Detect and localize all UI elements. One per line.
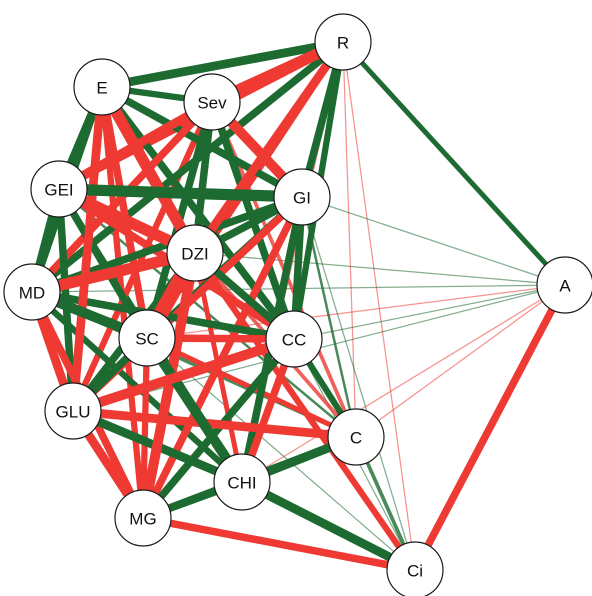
node-gi: GI: [273, 168, 331, 226]
node-label: DZI: [181, 245, 208, 264]
edge-r-a: [341, 40, 567, 287]
node-circle: [114, 489, 172, 547]
edge-gi-a: [301, 196, 566, 286]
node-circle: [44, 382, 102, 440]
edge-e-dzi: [97, 84, 200, 256]
node-label: GEI: [44, 181, 73, 200]
node-gei: GEI: [30, 160, 88, 218]
node-circle: [386, 541, 444, 596]
edge-r-ci: [342, 41, 416, 571]
edge-e-r: [101, 37, 344, 92]
node-circle: [3, 263, 61, 321]
edge-dzi-ci: [192, 251, 418, 572]
edge-gi-ci: [301, 196, 416, 571]
node-label: MD: [19, 284, 45, 303]
node-label: MG: [129, 510, 156, 529]
edge-c-a: [355, 284, 566, 438]
node-label: CHI: [227, 474, 256, 493]
node-circle: [166, 224, 224, 282]
edge-gei-gi: [58, 183, 303, 203]
node-circle: [183, 73, 241, 131]
node-mg: MG: [114, 489, 172, 547]
edge-e-glu: [68, 86, 107, 412]
edge-a-ci: [411, 283, 569, 572]
node-circle: [314, 13, 372, 71]
node-sev: Sev: [183, 73, 241, 131]
node-label: E: [96, 79, 107, 98]
node-dzi: DZI: [166, 224, 224, 282]
node-cc: CC: [265, 310, 323, 368]
node-glu: GLU: [44, 382, 102, 440]
edge-dzi-a: [194, 252, 566, 286]
edge-e-sc: [98, 86, 151, 339]
node-circle: [30, 160, 88, 218]
edge-sc-mg: [139, 337, 151, 519]
node-label: A: [559, 277, 571, 296]
node-r: R: [314, 13, 372, 71]
node-c: C: [327, 408, 385, 466]
node-label: SC: [135, 330, 159, 349]
edge-cc-glu: [71, 334, 296, 416]
node-e: E: [73, 58, 131, 116]
edge-r-c: [342, 41, 357, 438]
node-label: R: [337, 34, 349, 53]
node-label: CC: [282, 331, 307, 350]
node-circle: [273, 168, 331, 226]
node-ci: Ci: [386, 541, 444, 596]
node-label: GI: [293, 189, 311, 208]
nodes-layer: R E Sev GEI GI DZI MD A SC CC GLU C CHI MG Ci: [3, 13, 592, 596]
node-label: GLU: [56, 403, 91, 422]
edge-chi-ci: [240, 478, 417, 574]
node-circle: [213, 453, 271, 511]
node-circle: [118, 309, 176, 367]
edge-sc-a: [146, 284, 566, 339]
node-label: C: [350, 429, 362, 448]
edge-glu-c: [72, 406, 357, 442]
node-label: Ci: [407, 562, 423, 581]
node-md: MD: [3, 263, 61, 321]
edge-chi-a: [241, 284, 566, 483]
edge-r-dzi: [191, 39, 347, 256]
edges-layer: [27, 36, 569, 574]
edge-dzi-mg: [138, 252, 200, 519]
node-sc: SC: [118, 309, 176, 367]
edge-cc-a: [293, 284, 566, 340]
node-circle: [73, 58, 131, 116]
node-circle: [327, 408, 385, 466]
node-chi: CHI: [213, 453, 271, 511]
node-circle: [536, 256, 592, 314]
edge-sc-chi: [142, 335, 247, 485]
node-label: Sev: [197, 94, 227, 113]
edge-mg-ci: [142, 514, 416, 574]
node-circle: [265, 310, 323, 368]
node-a: A: [536, 256, 592, 314]
